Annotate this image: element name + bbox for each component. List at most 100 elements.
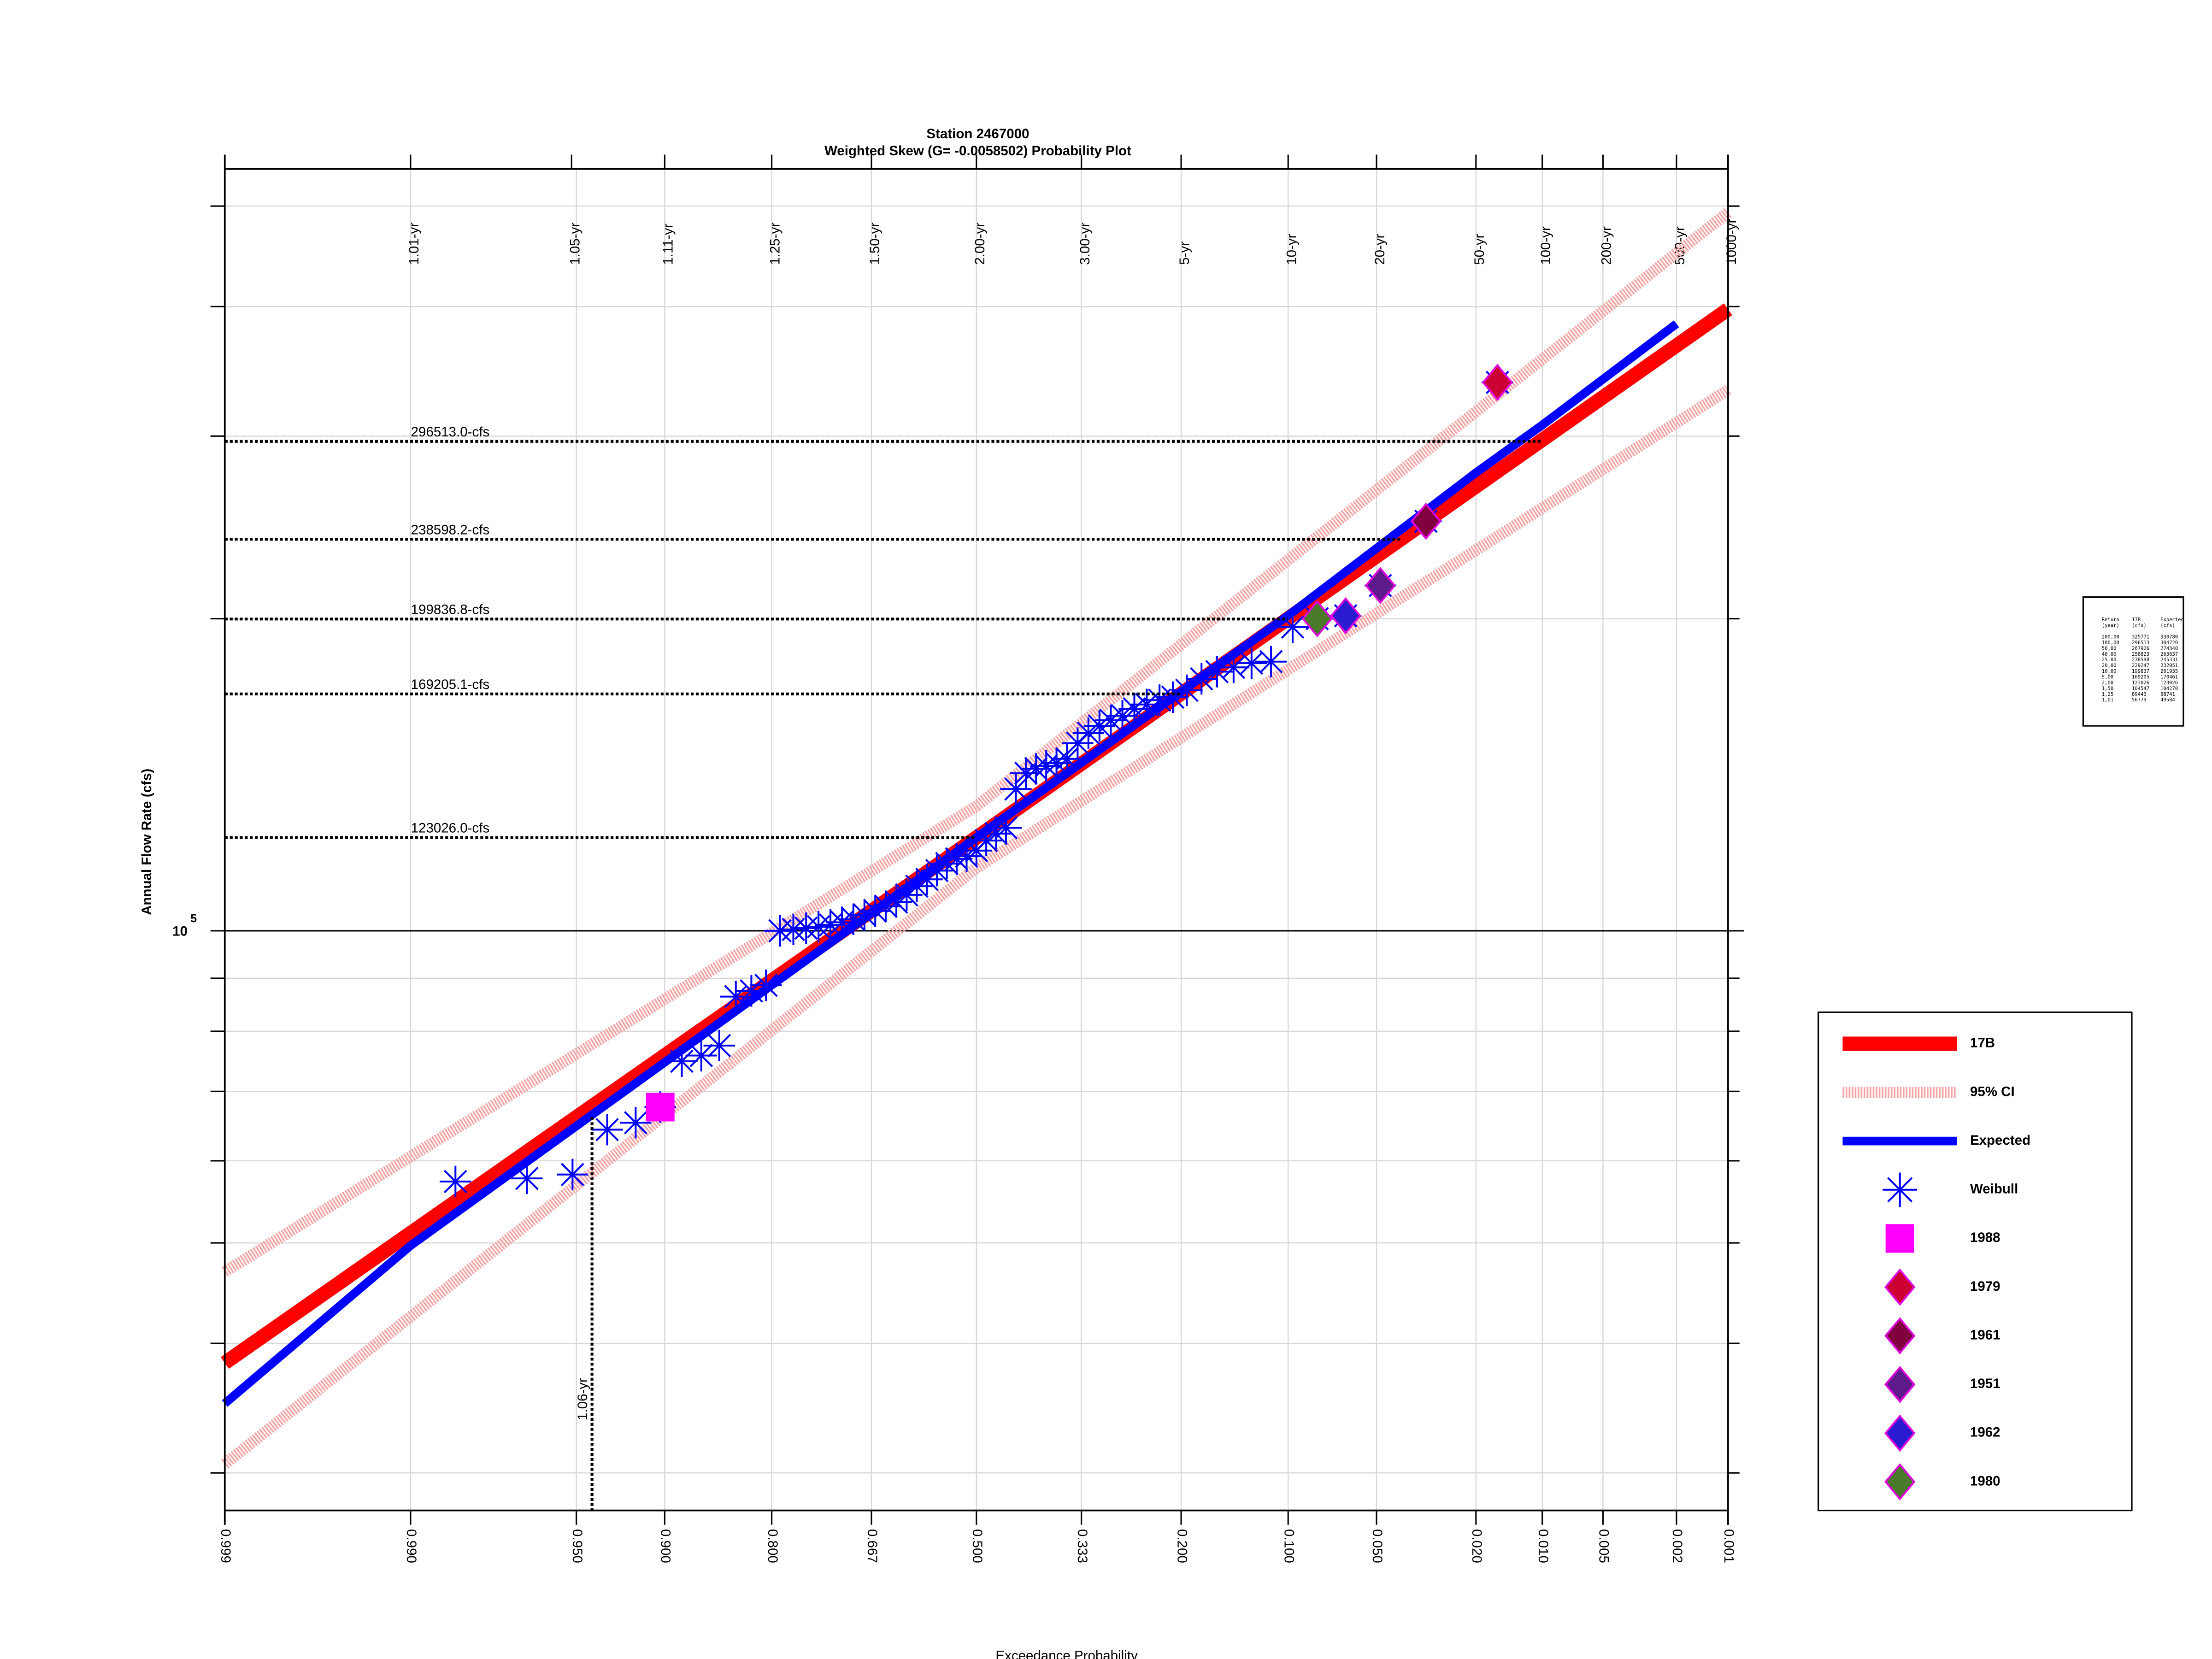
diamond-point (1330, 597, 1361, 635)
weibull-point (1277, 611, 1309, 643)
top-tick-label: 100-yr (1538, 226, 1553, 265)
weibull-point (666, 1045, 698, 1077)
table-cell: 10,00 (2102, 669, 2117, 674)
top-tick-label: 1.50-yr (867, 223, 882, 265)
table-cell: 1,01 (2102, 697, 2113, 703)
legend-label: 1979 (1970, 1279, 2000, 1294)
table-cell: 123026 (2132, 680, 2149, 686)
top-tick-label: 50-yr (1472, 234, 1487, 265)
x-tick-label: 0.500 (970, 1529, 985, 1563)
weibull-point (891, 879, 923, 911)
legend-label: 17B (1970, 1035, 1995, 1051)
table-cell: 56779 (2132, 697, 2147, 703)
x-tick-label: 0.990 (404, 1529, 419, 1563)
weibull-point (990, 812, 1022, 844)
table-cell: 89443 (2132, 692, 2147, 697)
top-tick-label: 1.05-yr (567, 223, 582, 265)
table-cell: 49584 (2160, 697, 2175, 703)
legend-label: Weibull (1970, 1182, 2018, 1197)
weibull-point (1051, 743, 1083, 775)
weibull-point (764, 915, 796, 947)
legend-label: 95% CI (1970, 1084, 2015, 1099)
x-tick-label: 0.950 (570, 1529, 585, 1563)
weibull-point (980, 818, 1012, 849)
legend-swatch (1885, 1224, 1914, 1253)
weibull-point (870, 890, 902, 922)
top-tick-label: 20-yr (1372, 234, 1388, 265)
weibull-point (1030, 750, 1062, 782)
table-box (2082, 596, 2184, 727)
legend-label: 1951 (1970, 1376, 2000, 1391)
legend-label: 1961 (1970, 1327, 2000, 1342)
table-cell: 50,00 (2102, 646, 2117, 651)
weibull-point (941, 843, 973, 875)
weibull-point (685, 1040, 717, 1071)
weibull-point (1010, 757, 1042, 789)
x-tick-label: 0.900 (658, 1529, 673, 1563)
x-tick-label: 0.050 (1370, 1529, 1385, 1563)
table-cell: 2,00 (2102, 680, 2113, 686)
top-tick-label: 2.00-yr (972, 223, 988, 265)
legend-label: 1988 (1970, 1230, 2000, 1245)
weibull-point (720, 981, 752, 1012)
annotation-label: 1.06-yr (575, 1378, 590, 1420)
table-cell: 104270 (2160, 686, 2178, 691)
legend-label: Expected (1970, 1133, 2030, 1148)
weibull-point (931, 847, 963, 880)
annotation-label: 123026.0-cfs (411, 820, 490, 835)
table-header: (cfs) (2160, 623, 2175, 629)
table-cell: 238598 (2132, 657, 2149, 663)
legend-swatch (1884, 1317, 1916, 1355)
x-tick-label: 0.800 (765, 1529, 780, 1563)
weibull-point (814, 909, 847, 941)
weibull-point (591, 1114, 623, 1146)
legend-swatch (1884, 1268, 1916, 1306)
weibull-point (1171, 674, 1203, 706)
weibull-point (703, 1030, 735, 1062)
table-cell: 199837 (2132, 669, 2149, 674)
table-cell: 1,25 (2102, 692, 2113, 697)
table-cell: 229247 (2132, 663, 2149, 669)
table-header: Return (2102, 617, 2119, 623)
legend-swatch (1884, 1365, 1916, 1403)
weibull-point (557, 1159, 588, 1190)
top-tick-label: 3.00-yr (1077, 223, 1093, 265)
square-point (646, 1093, 675, 1122)
table-cell: 267926 (2132, 646, 2149, 651)
weibull-point (1083, 710, 1115, 742)
weibull-point (826, 906, 858, 938)
top-tick-label: 1.01-yr (406, 223, 422, 265)
table-cell: 40,00 (2102, 652, 2117, 657)
weibull-point (1095, 704, 1127, 736)
table-cell: 123026 (2160, 680, 2178, 686)
x-tick-label: 0.001 (1721, 1529, 1736, 1563)
top-tick-label: 1.11-yr (661, 224, 676, 265)
table-cell: 263637 (2160, 652, 2178, 657)
annotation-label: 296513.0-cfs (411, 424, 490, 440)
table-cell: 304720 (2160, 640, 2178, 646)
table-cell: 325771 (2132, 635, 2149, 640)
table-cell: 25,00 (2102, 657, 2117, 663)
table-cell: 200,00 (2102, 635, 2119, 640)
table-cell: 274340 (2160, 646, 2178, 651)
legend-label: 1962 (1970, 1425, 2000, 1440)
x-tick-label: 0.200 (1174, 1529, 1189, 1563)
table-cell: 201935 (2160, 669, 2178, 674)
x-axis-label: Exceedance Probability (995, 1648, 1138, 1659)
weibull-point (1186, 663, 1218, 695)
x-tick-label: 0.667 (865, 1529, 880, 1563)
y-tick-label: 10 (172, 924, 188, 939)
table-cell: 88741 (2160, 692, 2175, 697)
legend-label: 1980 (1970, 1473, 2000, 1488)
weibull-point (511, 1162, 543, 1194)
weibull-point (911, 864, 943, 895)
ci-line (221, 385, 1731, 1469)
table-cell: 330780 (2160, 635, 2178, 640)
annotation-label: 169205.1-cfs (411, 677, 490, 692)
weibull-point (777, 913, 809, 946)
weibull-point (1218, 652, 1250, 683)
table-cell: 100,00 (2102, 640, 2119, 646)
weibull-point (1118, 693, 1150, 725)
